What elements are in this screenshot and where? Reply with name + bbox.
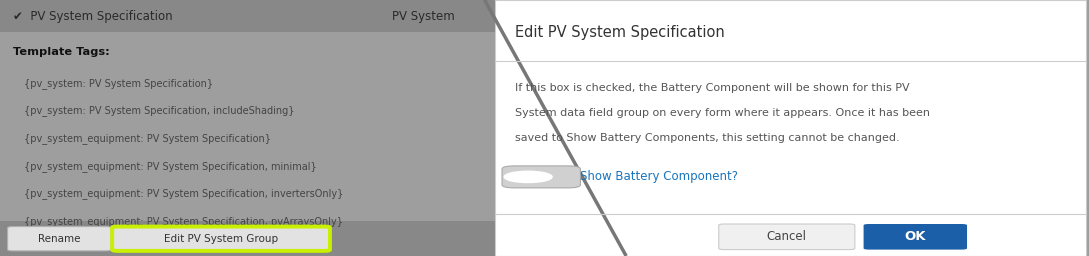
- FancyBboxPatch shape: [0, 0, 610, 32]
- Text: System data field group on every form where it appears. Once it has been: System data field group on every form wh…: [515, 108, 930, 119]
- Text: {pv_system_equipment: PV System Specification, pvArraysOnly}: {pv_system_equipment: PV System Specific…: [24, 216, 343, 227]
- Text: Edit PV System Group: Edit PV System Group: [164, 234, 278, 244]
- Text: If this box is checked, the Battery Component will be shown for this PV: If this box is checked, the Battery Comp…: [515, 83, 909, 93]
- Text: PV System: PV System: [392, 10, 455, 23]
- FancyBboxPatch shape: [502, 166, 580, 188]
- FancyBboxPatch shape: [112, 227, 330, 251]
- Text: Rename: Rename: [38, 234, 81, 244]
- Text: {pv_system: PV System Specification, includeShading}: {pv_system: PV System Specification, inc…: [24, 105, 294, 116]
- FancyBboxPatch shape: [0, 221, 610, 256]
- FancyBboxPatch shape: [719, 224, 855, 250]
- Text: Cancel: Cancel: [767, 230, 807, 243]
- FancyBboxPatch shape: [864, 224, 967, 250]
- Circle shape: [504, 171, 552, 183]
- Text: saved to Show Battery Components, this setting cannot be changed.: saved to Show Battery Components, this s…: [515, 133, 900, 144]
- Text: {pv_system_equipment: PV System Specification, invertersOnly}: {pv_system_equipment: PV System Specific…: [24, 188, 343, 199]
- Text: ✔  PV System Specification: ✔ PV System Specification: [13, 10, 173, 23]
- FancyBboxPatch shape: [8, 227, 111, 251]
- Text: Show Battery Component?: Show Battery Component?: [580, 170, 738, 183]
- FancyBboxPatch shape: [495, 0, 1086, 256]
- Text: Edit PV System Specification: Edit PV System Specification: [515, 25, 725, 39]
- Text: {pv_system: PV System Specification}: {pv_system: PV System Specification}: [24, 78, 213, 89]
- Text: {pv_system_equipment: PV System Specification}: {pv_system_equipment: PV System Specific…: [24, 133, 271, 144]
- Text: Template Tags:: Template Tags:: [13, 47, 110, 58]
- Text: OK: OK: [905, 230, 926, 243]
- Text: {pv_system_equipment: PV System Specification, minimal}: {pv_system_equipment: PV System Specific…: [24, 161, 317, 172]
